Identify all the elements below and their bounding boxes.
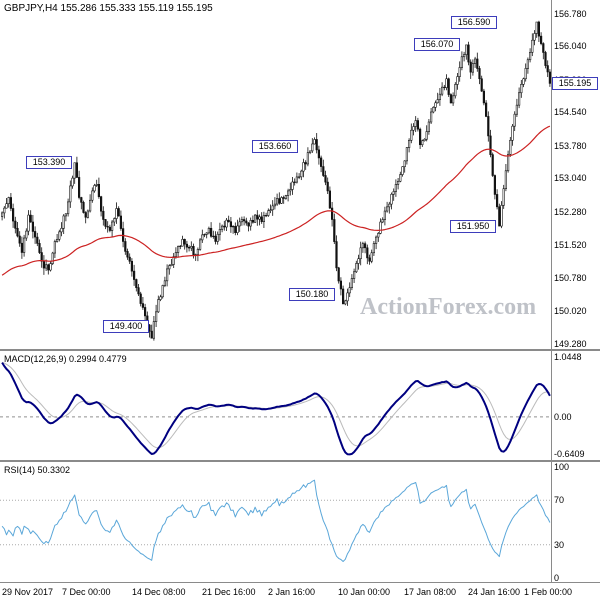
price-tick: 150.780 [554,273,587,283]
time-tick: 24 Jan 16:00 [468,587,521,597]
swing-price-label[interactable]: 150.180 [289,288,335,301]
time-tick: 1 Feb 00:00 [524,587,573,597]
candlestick-series [0,20,551,341]
panel-separator [0,582,600,583]
price-tick: 156.040 [554,41,587,51]
moving-average-line [1,125,551,276]
price-tick: 151.520 [554,240,587,250]
macd-tick: -0.6409 [554,449,585,459]
rsi-line [1,479,551,562]
time-tick: 14 Dec 08:00 [132,587,186,597]
rsi-tick: 30 [554,540,565,550]
rsi-tick: 100 [554,462,570,472]
main-price-plot[interactable] [0,0,551,351]
time-tick: 2 Jan 16:00 [268,587,316,597]
chart-title: GBPJPY,H4 155.286 155.333 155.119 155.19… [4,3,213,14]
time-axis[interactable]: 29 Nov 2017 7 Dec 00:00 14 Dec 08:00 21 Dec… [0,583,600,600]
rsi-tick: 70 [554,495,565,505]
price-tick: 153.780 [554,141,587,151]
macd-main-line [1,362,551,456]
rsi-indicator-label: RSI(14) 50.3302 [4,465,71,475]
time-tick: 29 Nov 2017 [2,587,54,597]
swing-price-label[interactable]: 149.400 [103,320,149,333]
time-tick: 7 Dec 00:00 [62,587,111,597]
macd-tick: 0.00 [554,412,572,422]
price-tick: 153.040 [554,173,587,183]
panel-separator[interactable] [0,349,600,351]
swing-price-label[interactable]: 151.950 [450,220,496,233]
swing-price-label[interactable]: 153.390 [26,156,72,169]
swing-price-label[interactable]: 156.070 [414,38,460,51]
watermark: ActionForex.com [360,294,537,320]
time-tick: 21 Dec 16:00 [202,587,256,597]
macd-indicator-label: MACD(12,26,9) 0.2994 0.4779 [4,354,127,364]
price-tick: 154.540 [554,107,587,117]
macd-tick: 1.0448 [554,352,582,362]
price-axis[interactable]: 155.195 156.780156.040155.280154.540153.… [552,0,600,583]
swing-price-label[interactable]: 153.660 [252,140,298,153]
current-price-tag: 155.195 [552,77,598,90]
swing-price-label[interactable]: 156.590 [451,16,497,29]
rsi-tick: 0 [554,573,560,583]
rsi-plot[interactable] [0,462,551,582]
macd-plot[interactable] [0,351,551,460]
rsi-level-lines [0,499,551,546]
price-tick: 156.780 [554,9,587,19]
panel-separator[interactable] [0,460,600,462]
axis-separator [551,0,552,583]
time-tick: 10 Jan 00:00 [338,587,391,597]
macd-signal-line [1,361,551,449]
price-tick: 150.020 [554,306,587,316]
price-tick: 149.280 [554,339,587,349]
price-tick: 152.280 [554,207,587,217]
time-tick: 17 Jan 08:00 [404,587,457,597]
